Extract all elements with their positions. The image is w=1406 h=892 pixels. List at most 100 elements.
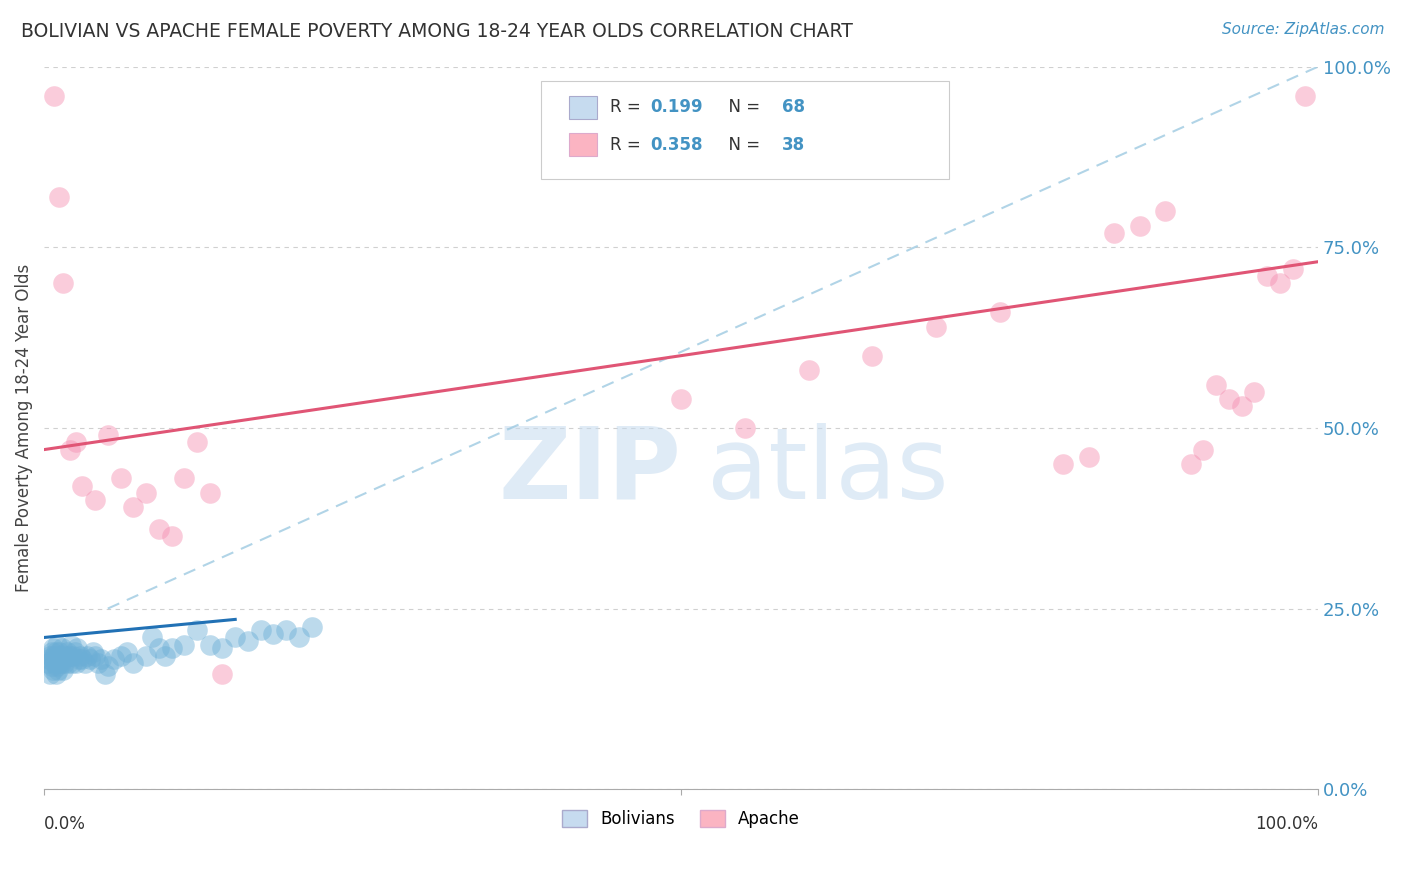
Point xyxy=(44,656,66,670)
Point xyxy=(211,666,233,681)
Point xyxy=(67,652,90,666)
Text: ZIP: ZIP xyxy=(498,423,681,520)
Point xyxy=(988,305,1011,319)
Point xyxy=(45,666,67,681)
Point xyxy=(249,624,271,638)
Point xyxy=(1281,261,1303,276)
Point xyxy=(39,648,62,663)
Point xyxy=(38,652,60,666)
Point xyxy=(51,641,73,656)
Point xyxy=(860,349,883,363)
Text: BOLIVIAN VS APACHE FEMALE POVERTY AMONG 18-24 YEAR OLDS CORRELATION CHART: BOLIVIAN VS APACHE FEMALE POVERTY AMONG … xyxy=(21,22,853,41)
Point xyxy=(72,652,94,666)
Text: 68: 68 xyxy=(782,98,804,116)
Bar xyxy=(569,95,598,119)
Point xyxy=(65,656,87,670)
Point xyxy=(1077,450,1099,464)
Point xyxy=(186,435,208,450)
Point xyxy=(53,656,76,670)
Legend: Bolivians, Apache: Bolivians, Apache xyxy=(555,804,807,835)
Point xyxy=(173,471,195,485)
Point xyxy=(1192,442,1215,457)
Text: R =: R = xyxy=(610,98,645,116)
Point xyxy=(1243,384,1265,399)
Point xyxy=(37,656,59,670)
Point xyxy=(160,529,183,543)
Y-axis label: Female Poverty Among 18-24 Year Olds: Female Poverty Among 18-24 Year Olds xyxy=(15,264,32,592)
Point xyxy=(45,638,67,652)
Point xyxy=(110,648,132,663)
Point xyxy=(52,277,75,291)
Point xyxy=(84,648,107,663)
Text: N =: N = xyxy=(718,136,765,153)
Point xyxy=(42,652,65,666)
Point xyxy=(224,631,246,645)
Point xyxy=(198,486,221,500)
Point xyxy=(97,659,120,673)
Point xyxy=(236,634,259,648)
Point xyxy=(63,645,86,659)
Point xyxy=(52,663,75,677)
Point xyxy=(669,392,692,406)
Point xyxy=(135,648,157,663)
Text: 0.199: 0.199 xyxy=(651,98,703,116)
Point xyxy=(186,624,208,638)
Point xyxy=(55,648,77,663)
Point xyxy=(276,624,298,638)
Point xyxy=(48,189,70,203)
Point xyxy=(41,659,63,673)
Point xyxy=(301,620,323,634)
Point xyxy=(1154,204,1177,219)
Text: R =: R = xyxy=(610,136,645,153)
Point xyxy=(115,645,138,659)
Point xyxy=(1180,457,1202,471)
Text: 0.0%: 0.0% xyxy=(44,815,86,833)
Point xyxy=(94,666,117,681)
Point xyxy=(52,652,75,666)
Point xyxy=(198,638,221,652)
Point xyxy=(797,363,820,377)
FancyBboxPatch shape xyxy=(541,81,949,178)
Point xyxy=(72,479,94,493)
Point xyxy=(60,656,83,670)
Point xyxy=(42,641,65,656)
Bar xyxy=(569,133,598,156)
Point xyxy=(39,666,62,681)
Point xyxy=(73,656,96,670)
Point xyxy=(1104,226,1126,240)
Point xyxy=(45,648,67,663)
Point xyxy=(46,656,69,670)
Point xyxy=(69,648,91,663)
Point xyxy=(148,641,170,656)
Point xyxy=(82,645,104,659)
Point xyxy=(103,652,125,666)
Point xyxy=(1294,88,1316,103)
Point xyxy=(90,652,112,666)
Point xyxy=(734,421,756,435)
Point xyxy=(66,641,89,656)
Point xyxy=(56,645,79,659)
Text: atlas: atlas xyxy=(707,423,948,520)
Point xyxy=(86,656,108,670)
Point xyxy=(211,641,233,656)
Point xyxy=(110,471,132,485)
Point xyxy=(1268,277,1291,291)
Point xyxy=(44,88,66,103)
Point xyxy=(58,442,80,457)
Point xyxy=(45,659,67,673)
Point xyxy=(97,428,120,442)
Point xyxy=(262,627,284,641)
Point xyxy=(925,319,948,334)
Point xyxy=(122,500,145,515)
Point xyxy=(48,645,70,659)
Point xyxy=(84,493,107,508)
Point xyxy=(48,652,70,666)
Point xyxy=(122,656,145,670)
Text: 38: 38 xyxy=(782,136,804,153)
Point xyxy=(65,435,87,450)
Point xyxy=(1052,457,1074,471)
Point xyxy=(76,648,98,663)
Text: 100.0%: 100.0% xyxy=(1256,815,1319,833)
Point xyxy=(44,648,66,663)
Point xyxy=(1256,269,1278,284)
